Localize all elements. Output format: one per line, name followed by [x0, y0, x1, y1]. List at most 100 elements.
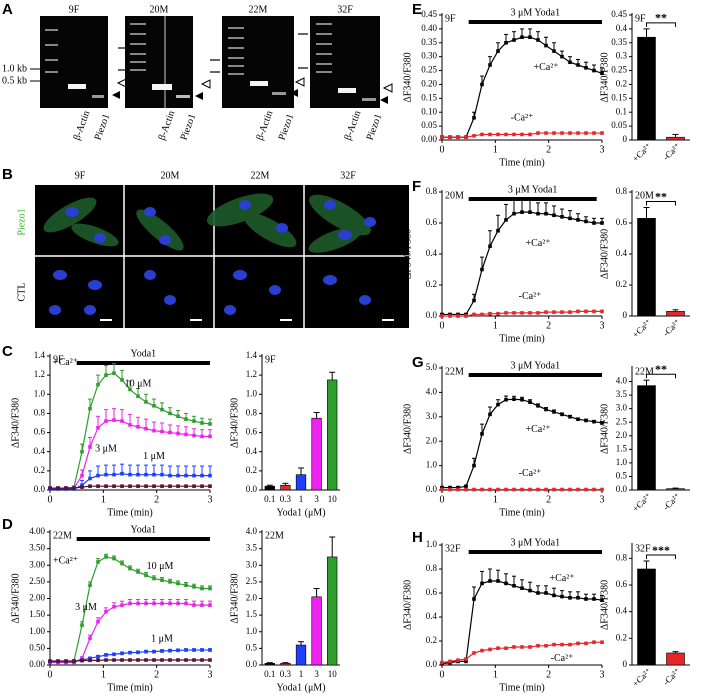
y-tick-label: 0.6 — [34, 427, 46, 437]
marker — [472, 298, 476, 303]
y-tick-label: 2.5 — [246, 576, 258, 586]
marker — [144, 649, 148, 654]
marker — [184, 484, 188, 488]
marker — [96, 425, 100, 430]
lane-label: Piezo1 — [365, 112, 385, 141]
bar — [295, 474, 307, 491]
significance-bracket — [646, 373, 676, 379]
y-tick-label: 1.0 — [246, 388, 258, 398]
x-tick-label: 1 — [101, 669, 106, 680]
sample-label: 9F — [635, 13, 646, 24]
marker — [472, 487, 476, 492]
y-tick-label: 2.0 — [616, 430, 628, 440]
bar — [311, 596, 322, 666]
bar — [666, 136, 685, 141]
marker — [504, 397, 508, 402]
marker — [552, 213, 556, 218]
marker — [120, 658, 124, 662]
marker — [584, 487, 588, 492]
marker — [144, 658, 148, 662]
marker — [128, 387, 132, 392]
y-tick-label: 0.10 — [421, 106, 437, 116]
y-tick-label: 2.50 — [29, 576, 45, 586]
marker — [600, 131, 604, 135]
marker — [600, 598, 604, 602]
marker — [120, 419, 124, 423]
marker — [552, 487, 556, 492]
x-tick-label: 2 — [546, 320, 551, 331]
y-tick-label: 2.5 — [616, 416, 628, 426]
x-tick-label: 0 — [440, 144, 445, 155]
y-tick-label: 4.0 — [426, 386, 438, 396]
marker — [120, 561, 124, 566]
marker — [448, 487, 452, 492]
x-tick-label: 1 — [101, 494, 106, 505]
marker — [152, 649, 156, 654]
marker — [584, 131, 588, 135]
marker — [520, 35, 524, 40]
bar — [637, 568, 656, 666]
marker — [48, 659, 52, 663]
marker — [112, 472, 116, 477]
x-axis-label: Time (min) — [499, 157, 544, 168]
marker — [448, 485, 452, 490]
y-tick-label: 0.6 — [616, 579, 628, 589]
x-axis-label: Time (min) — [107, 507, 152, 518]
marker — [208, 422, 212, 426]
stimulus-bar — [468, 20, 602, 24]
marker — [488, 579, 492, 583]
marker — [560, 215, 564, 219]
y-tick-label: 0.8 — [426, 563, 438, 573]
y-tick-label: 0.2 — [246, 465, 257, 475]
marker — [168, 473, 172, 478]
x-tick-label: 2 — [154, 494, 159, 505]
y-tick-label: 0.5 — [246, 642, 258, 652]
marker — [160, 484, 164, 488]
marker — [184, 658, 188, 662]
sample-label: 22M — [635, 366, 654, 377]
marker — [448, 314, 452, 318]
marker — [544, 131, 548, 135]
marker — [584, 65, 588, 70]
y-tick-label: 4.0 — [246, 526, 258, 536]
y-tick-label: 0.2 — [616, 79, 627, 89]
bar — [264, 485, 275, 491]
y-tick-label: 0.6 — [246, 427, 258, 437]
marker — [528, 132, 532, 137]
y-tick-label: 1.50 — [29, 609, 45, 619]
marker — [208, 473, 212, 478]
ladder-label: 0.5 kb — [2, 75, 27, 86]
y-tick-label: 0.4 — [616, 606, 628, 616]
marker — [104, 653, 108, 657]
marker — [88, 583, 92, 587]
marker — [512, 211, 516, 216]
marker — [96, 658, 100, 663]
stimulus-label: Yoda1 — [130, 348, 156, 359]
row-label: CTL — [16, 283, 27, 302]
marker — [464, 314, 468, 318]
marker — [192, 585, 196, 589]
marker — [440, 485, 444, 490]
marker — [96, 619, 100, 624]
marker — [592, 640, 596, 644]
marker — [192, 473, 196, 478]
marker — [48, 486, 52, 490]
y-tick-label: 0.5 — [616, 471, 628, 481]
marker — [464, 484, 468, 489]
ladder-label: 1.0 kb — [2, 63, 27, 74]
marker — [144, 573, 148, 578]
marker — [512, 38, 516, 42]
marker — [496, 402, 500, 407]
marker — [192, 433, 196, 438]
marker — [88, 445, 92, 449]
marker — [504, 132, 508, 137]
marker — [504, 311, 508, 315]
micrograph-sample: 9F — [75, 170, 86, 181]
y-axis-label: ΔF340/F380 — [10, 398, 21, 448]
x-tick-label: 0 — [440, 494, 445, 505]
marker — [600, 309, 604, 314]
marker — [440, 135, 444, 140]
row-label: Piezo1 — [16, 208, 27, 235]
marker — [200, 434, 204, 439]
marker — [576, 417, 580, 422]
